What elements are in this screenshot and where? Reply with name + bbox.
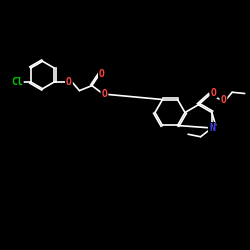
Text: O: O — [210, 88, 216, 98]
Text: O: O — [102, 90, 107, 99]
Text: Cl: Cl — [11, 77, 23, 87]
Text: N: N — [209, 123, 215, 133]
Text: O: O — [99, 69, 105, 80]
Text: O: O — [66, 77, 72, 87]
Text: O: O — [220, 95, 226, 105]
